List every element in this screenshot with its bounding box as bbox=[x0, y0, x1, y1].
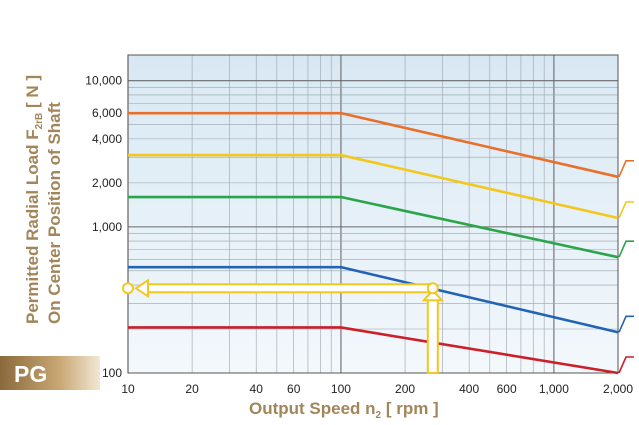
x-tick-labels: 10 20 40 60 100 200 400 600 1,000 2,000 bbox=[121, 382, 633, 396]
x-tick-label: 600 bbox=[497, 382, 517, 396]
x-tick-label: 2,000 bbox=[603, 382, 633, 396]
annotation-point bbox=[426, 282, 439, 295]
annotation-vertical-head bbox=[421, 288, 445, 302]
x-axis-title: Output Speed n2 [ rpm ] bbox=[249, 399, 439, 421]
annotation-vertical-shaft bbox=[426, 297, 439, 374]
series-end-marker-4 bbox=[618, 315, 634, 333]
series-end-marker-3 bbox=[618, 240, 634, 258]
series-end-markers bbox=[618, 160, 634, 374]
pg-badge-text: PG bbox=[14, 361, 47, 387]
y-tick-label: 2,000 bbox=[92, 176, 122, 190]
annotation-horizontal-shaft bbox=[145, 283, 430, 294]
annotation-end-point bbox=[122, 282, 134, 295]
y-tick-label: 4,000 bbox=[92, 132, 122, 146]
series-end-marker-5 bbox=[618, 356, 634, 374]
x-tick-label: 20 bbox=[185, 382, 199, 396]
series-line-4 bbox=[128, 265, 619, 334]
x-tick-label: 40 bbox=[250, 382, 264, 396]
x-tick-label: 60 bbox=[287, 382, 301, 396]
series-line-1 bbox=[128, 111, 619, 179]
grid bbox=[127, 55, 619, 374]
y-tick-label: 100 bbox=[102, 366, 122, 380]
series-end-marker-2 bbox=[618, 201, 634, 219]
x-tick-label: 1,000 bbox=[539, 382, 569, 396]
y-axis-title-line1: Permitted Radial Load F2rB [ N ] bbox=[23, 75, 45, 324]
series-line-3 bbox=[128, 195, 619, 259]
y-tick-label: 10,000 bbox=[85, 74, 122, 88]
pg-badge bbox=[0, 356, 100, 390]
y-axis-title-line2: On Center Position of Shaft bbox=[45, 102, 64, 324]
plot-border bbox=[127, 54, 619, 374]
series-end-marker-1 bbox=[618, 160, 634, 178]
y-tick-label: 1,000 bbox=[92, 220, 122, 234]
y-tick-labels: 100 1,000 2,000 4,000 6,000 10,000 bbox=[85, 74, 122, 380]
annotation-horizontal-head bbox=[134, 278, 149, 299]
annotation-layer bbox=[122, 278, 445, 374]
x-tick-label: 200 bbox=[395, 382, 415, 396]
plot-area bbox=[128, 55, 618, 373]
y-tick-label: 6,000 bbox=[92, 106, 122, 120]
series-line-5 bbox=[128, 326, 619, 375]
series-layer bbox=[128, 111, 619, 375]
x-tick-label: 400 bbox=[459, 382, 479, 396]
x-tick-label: 100 bbox=[331, 382, 351, 396]
x-tick-label: 10 bbox=[121, 382, 135, 396]
series-line-2 bbox=[128, 153, 619, 220]
